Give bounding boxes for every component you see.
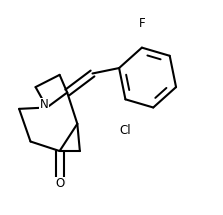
Text: N: N [40,98,49,111]
Text: F: F [138,17,145,30]
Text: O: O [55,177,64,190]
Text: Cl: Cl [119,124,131,137]
